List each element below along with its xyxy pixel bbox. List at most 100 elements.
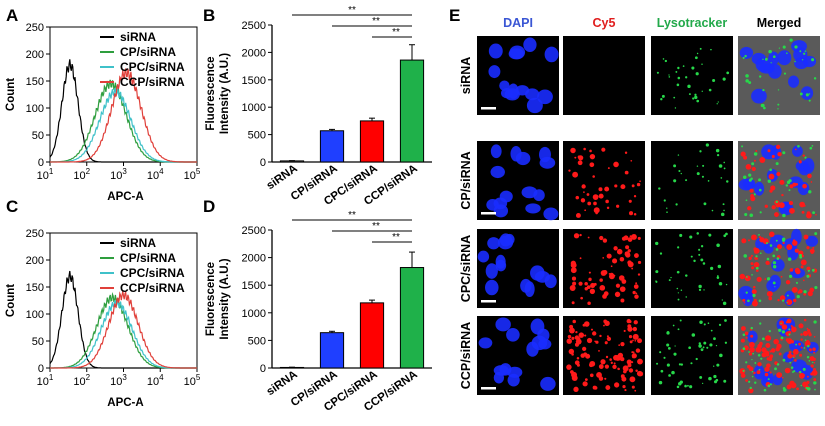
cy5-signal	[751, 234, 757, 241]
bar-cpc-sirna	[359, 302, 385, 369]
cy5-signal	[769, 371, 772, 374]
lysotracker-signal	[748, 380, 751, 383]
cy5-signal	[573, 386, 579, 392]
lysotracker-signal	[788, 189, 791, 192]
lysotracker-signal	[754, 362, 757, 364]
cy5-signal	[806, 211, 811, 215]
cy5-signal	[634, 253, 639, 258]
cy5-signal	[807, 173, 812, 179]
lysotracker-signal	[785, 184, 789, 187]
nucleus	[792, 145, 803, 157]
cy5-signal	[592, 175, 595, 178]
lysotracker-signal	[725, 232, 728, 236]
cy5-signal	[569, 285, 576, 291]
y-tick-label: 2500	[242, 20, 266, 32]
lysotracker-signal	[754, 381, 757, 384]
cy5-signal	[753, 261, 760, 268]
lysotracker-signal	[758, 368, 761, 371]
x-tick-label: 105	[184, 167, 201, 182]
cy5-signal	[598, 364, 604, 369]
cy5-signal	[774, 212, 779, 217]
lysotracker-signal	[788, 333, 791, 336]
cy5-signal	[799, 201, 805, 208]
series-line-ccp-sirna	[50, 290, 197, 369]
y-axis-label: Fluorescence Intensity (A.U.)	[205, 53, 231, 134]
nucleus	[754, 181, 765, 196]
cy5-signal	[612, 258, 618, 264]
cy5-signal	[757, 343, 763, 349]
lysotracker-signal	[767, 378, 770, 381]
lysotracker-signal	[716, 243, 720, 248]
cy5-signal	[748, 341, 755, 348]
cy5-signal	[748, 352, 753, 356]
cy5-signal	[618, 344, 621, 347]
cy5-signal	[639, 180, 641, 183]
lysotracker-signal	[814, 232, 818, 236]
cy5-signal	[755, 149, 758, 152]
cy5-signal	[591, 291, 594, 295]
cy5-signal	[758, 235, 762, 239]
cy5-signal	[581, 184, 586, 189]
significance-label: **	[392, 232, 400, 243]
cy5-signal	[748, 387, 754, 394]
nucleus	[526, 341, 539, 357]
cy5-signal	[635, 369, 638, 373]
lysotracker-signal	[698, 253, 701, 256]
lysotracker-signal	[716, 363, 720, 367]
lysotracker-signal	[751, 370, 754, 373]
cy5-signal	[636, 182, 641, 187]
cy5-signal	[634, 294, 639, 299]
legend-label: CCP/siRNA	[120, 281, 185, 295]
cy5-signal	[574, 156, 577, 159]
micrograph-lysotracker	[651, 36, 733, 115]
lysotracker-signal	[670, 276, 672, 279]
cy5-signal	[764, 372, 769, 377]
lysotracker-signal	[777, 103, 780, 106]
lysotracker-signal	[702, 262, 706, 265]
lysotracker-signal	[698, 344, 702, 348]
lysotracker-signal	[696, 52, 699, 55]
cy5-signal	[802, 154, 805, 157]
cy5-signal	[637, 260, 642, 265]
cy5-signal	[600, 359, 606, 365]
cy5-signal	[800, 333, 803, 336]
cy5-signal	[743, 345, 749, 351]
cy5-signal	[624, 170, 629, 175]
nucleus	[525, 88, 540, 101]
lysotracker-signal	[685, 274, 688, 277]
lysotracker-signal	[751, 162, 755, 166]
lysotracker-signal	[786, 302, 788, 304]
cy5-signal	[804, 340, 811, 347]
cy5-signal	[776, 171, 781, 177]
cy5-signal	[794, 248, 799, 253]
lysotracker-signal	[794, 45, 798, 49]
significance-label: **	[348, 210, 356, 221]
lysotracker-signal	[701, 90, 703, 92]
lysotracker-signal	[801, 59, 804, 61]
cy5-signal	[740, 373, 746, 378]
lysotracker-signal	[706, 346, 709, 349]
lysotracker-signal	[678, 381, 682, 386]
cy5-signal	[788, 200, 794, 206]
cy5-signal	[620, 184, 626, 190]
lysotracker-signal	[678, 363, 682, 366]
cy5-signal	[589, 373, 594, 378]
cy5-signal	[566, 364, 572, 370]
y-tick-label: 0	[260, 157, 266, 169]
lysotracker-signal	[664, 59, 668, 63]
cy5-signal	[812, 246, 815, 249]
cy5-signal	[610, 265, 613, 268]
cy5-signal	[628, 335, 633, 339]
cy5-signal	[744, 331, 749, 336]
cy5-signal	[768, 262, 770, 265]
cy5-signal	[605, 385, 611, 391]
y-tick-label: 2000	[242, 253, 266, 265]
cy5-signal	[605, 355, 609, 359]
cy5-signal	[570, 267, 577, 274]
lysotracker-signal	[786, 180, 791, 185]
lysotracker-signal	[720, 212, 725, 217]
nucleus	[490, 165, 505, 179]
lysotracker-signal	[663, 199, 666, 202]
lysotracker-signal	[789, 361, 792, 364]
cy5-signal	[743, 301, 746, 304]
